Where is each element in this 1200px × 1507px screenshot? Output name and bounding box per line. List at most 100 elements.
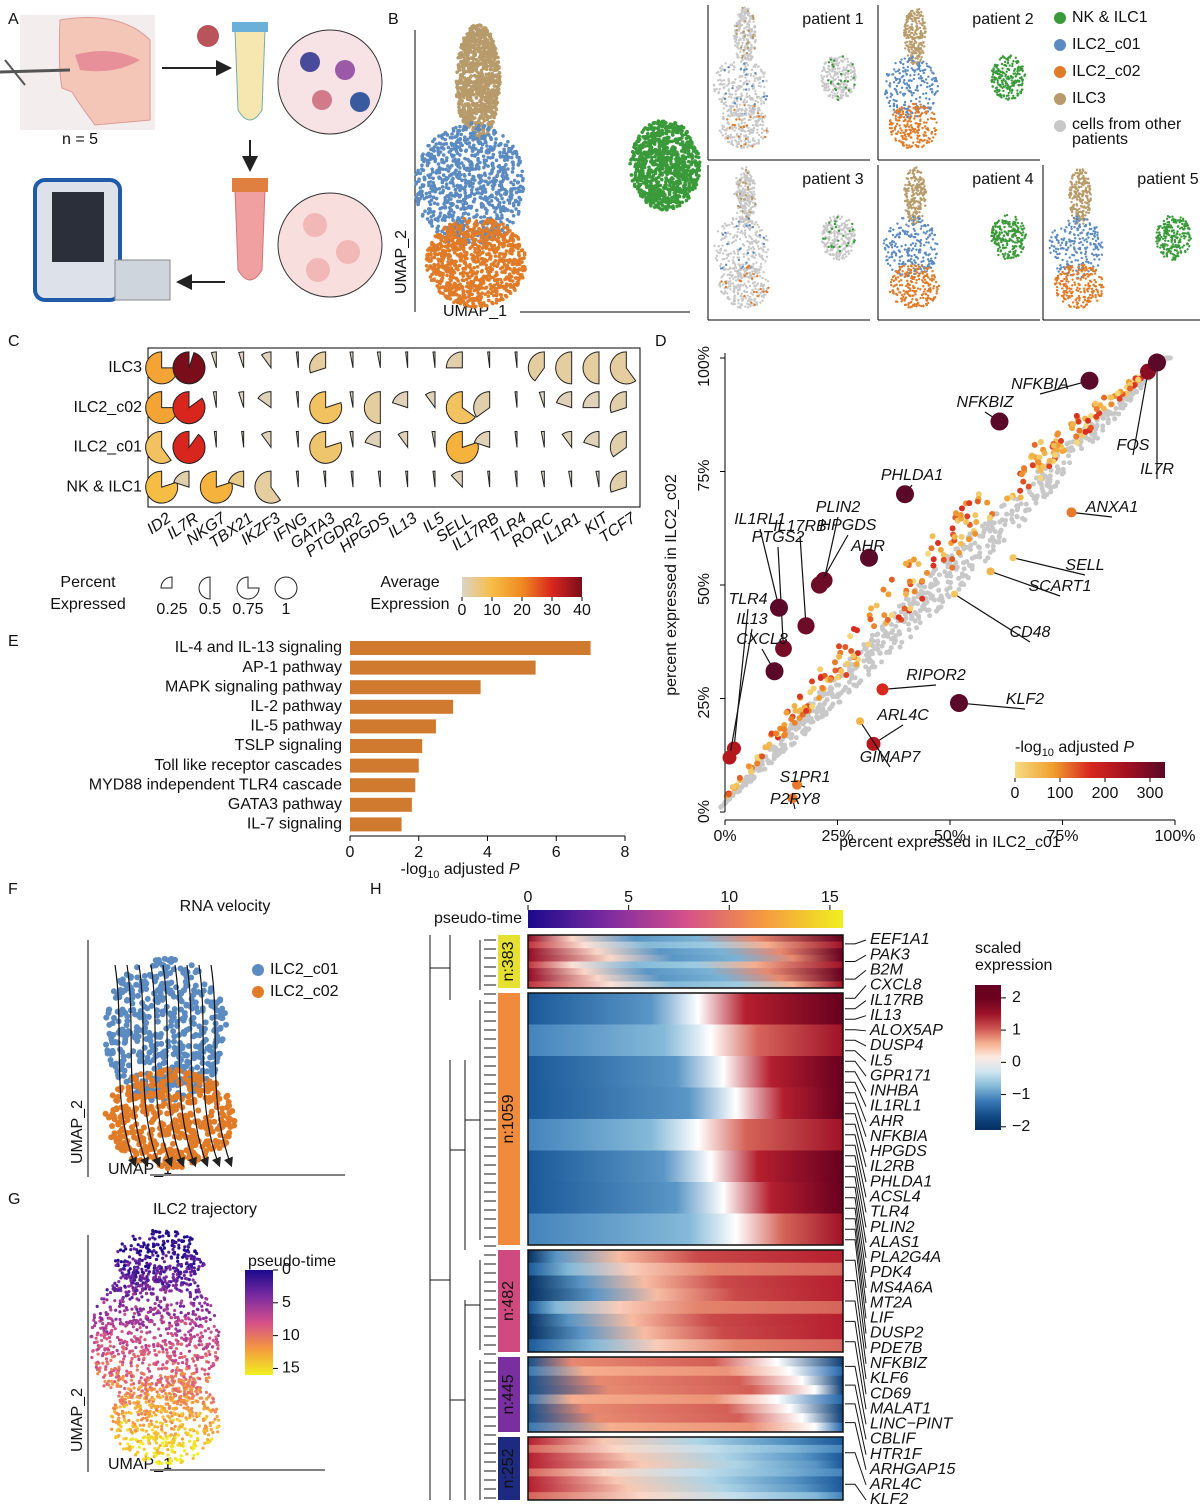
cell-dot [744,130,747,133]
cell-dot [742,81,746,85]
cell-dot [754,89,757,93]
cell-dot [747,58,751,62]
cell-dot [690,159,694,164]
cell-dot [443,218,447,223]
cell-dot [838,70,841,73]
cell-dot [692,145,696,149]
cell-dot [436,262,440,267]
y-axis-label: UMAP_2 [393,230,410,294]
cell-dot [756,109,760,113]
cell-dot [500,280,504,285]
cell-dot [738,118,741,121]
cell-dot [746,53,749,57]
cell-dot [455,298,459,303]
cell-dot [827,85,830,88]
cell-dot [735,140,738,143]
cell-dot [470,244,474,249]
cell-dot [446,256,451,261]
cell-dot [436,162,441,166]
cell-dot [722,107,726,110]
cell-dot [747,112,750,116]
cell-dot [454,144,459,149]
cell-dot [438,211,443,215]
cell-dot [477,149,481,153]
cell-dot [765,129,768,132]
cell-dot [746,46,750,50]
cell-dot [450,136,454,140]
cell-dot [715,71,719,75]
cell-dot [737,123,740,126]
cell-dot [495,75,500,79]
cell-dot [924,30,927,33]
cell-dot [724,62,727,65]
cell-dot [467,88,472,92]
cell-dot [757,95,761,99]
cell-dot [679,149,684,153]
cell-dot [456,236,460,241]
cell-dot [514,243,518,248]
cell-dot [507,272,512,276]
cell-dot [478,297,483,302]
cell-dot [749,118,752,121]
cell-dot [749,74,753,77]
cell-dot [727,70,731,73]
cell-dot [674,185,678,190]
cell-dot [446,145,451,150]
cell-dot [727,89,730,93]
cell-dot [471,175,476,179]
cell-dot [479,46,483,51]
x-axis-label: UMAP_1 [443,303,507,320]
cell-dot [656,184,660,188]
cell-dot [758,77,762,81]
cell-dot [502,225,506,230]
cell-dot [489,110,494,115]
cell-dot [683,150,687,154]
cell-dot [839,93,842,97]
cell-dot [454,161,459,165]
cell-dot [685,144,690,148]
cell-dot [850,75,853,78]
cell-dot [479,87,484,91]
cell-dot [433,217,438,222]
cell-dot [731,81,734,85]
cell-dot [664,161,669,166]
cell-dot [426,252,430,257]
cell-dot [739,98,743,101]
cell-dot [664,183,668,188]
cell-dot [498,150,502,155]
cell-dot [455,184,460,189]
cell-dot [490,289,495,294]
cell-dot [479,205,484,209]
cell-dot [467,172,472,177]
cell-dot [512,178,517,183]
cell-dot [489,275,494,280]
cell-dot [739,132,742,136]
cell [312,90,332,110]
cell-dot [473,53,478,57]
cell-dot [751,84,754,88]
cell-dot [839,72,843,76]
cell-cloud [424,216,527,309]
cell-dot [445,133,450,137]
cell-dot [735,112,738,116]
cell-dot [475,259,480,264]
cell [335,60,355,80]
cell-dot [514,283,519,287]
cell-dot [484,86,488,91]
cell-dot [455,192,459,197]
cell-dot [662,136,666,141]
cell-dot [728,81,731,85]
cell-dot [512,286,517,291]
cell-dot [910,23,914,26]
cell-dot [664,178,669,183]
cell-dot [673,165,678,170]
cell-dot [752,20,755,23]
tool [4,59,26,86]
cell-dot [475,58,479,63]
cell-dot [660,193,665,198]
cell-dot [481,130,486,134]
cell-dot [459,132,464,137]
cell-dot [472,266,477,270]
cell-dot [648,159,653,164]
cell-dot [741,14,744,18]
